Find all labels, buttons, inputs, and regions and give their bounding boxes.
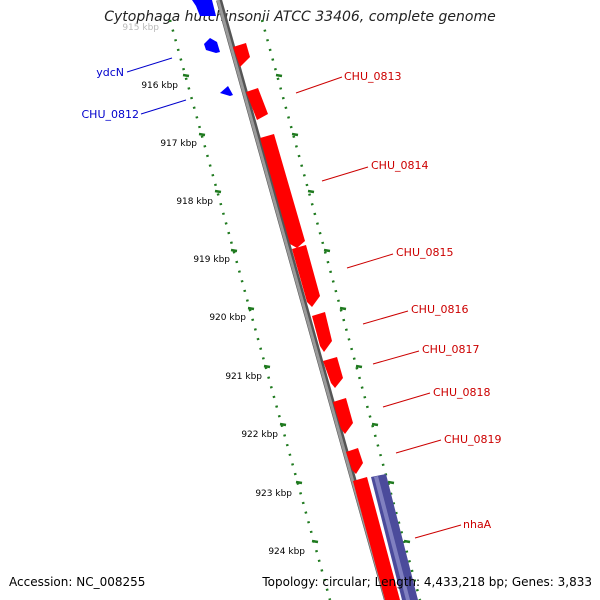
tick-mark bbox=[371, 422, 379, 427]
gene-forward bbox=[323, 357, 343, 388]
gene-forward bbox=[246, 88, 268, 120]
outer-major-ticks bbox=[275, 73, 411, 544]
tick-mark bbox=[263, 364, 271, 369]
inner-major-ticks bbox=[182, 73, 319, 544]
tick-label: 919 kbp bbox=[193, 255, 230, 265]
tick-mark bbox=[355, 364, 363, 369]
gene-label-forward: CHU_0813 bbox=[344, 70, 402, 83]
leader-line bbox=[395, 439, 442, 454]
tick-label: 915 kbp bbox=[122, 23, 159, 33]
gene-label-forward: CHU_0819 bbox=[444, 433, 502, 446]
gene-label-forward: CHU_0815 bbox=[396, 246, 454, 259]
gene-label-reverse: CHU_0812 bbox=[82, 108, 140, 121]
gene-reverse-top bbox=[192, 0, 216, 16]
gene-label-forward: CHU_0814 bbox=[371, 159, 429, 172]
tick-label: 918 kbp bbox=[176, 197, 213, 207]
leader-line bbox=[414, 524, 462, 539]
gene-label-forward: CHU_0818 bbox=[433, 386, 491, 399]
leader-line bbox=[321, 166, 369, 182]
leader-line bbox=[362, 310, 409, 325]
tick-mark bbox=[214, 189, 222, 194]
tick-mark bbox=[387, 480, 395, 485]
backbone bbox=[216, 0, 388, 600]
gene-forward bbox=[353, 477, 400, 600]
leader-line bbox=[382, 392, 431, 408]
tick-mark bbox=[339, 306, 347, 311]
accession-caption: Accession: NC_008255 bbox=[9, 575, 146, 589]
tick-label: 920 kbp bbox=[209, 313, 246, 323]
tick-mark bbox=[323, 248, 331, 253]
tick-label: 917 kbp bbox=[160, 139, 197, 149]
tick-mark bbox=[230, 248, 238, 253]
tick-label: 924 kbp bbox=[268, 547, 305, 557]
gene-forward bbox=[233, 43, 250, 67]
leader-line bbox=[140, 99, 187, 115]
tick-mark bbox=[307, 189, 315, 194]
inner-scale-dots bbox=[168, 19, 332, 600]
gene-label-forward: nhaA bbox=[463, 518, 492, 531]
genome-summary-caption: Topology: circular; Length: 4,433,218 bp… bbox=[262, 575, 592, 589]
tick-label: 923 kbp bbox=[255, 489, 292, 499]
leader-line bbox=[126, 57, 173, 73]
gene-label-forward: CHU_0817 bbox=[422, 343, 480, 356]
gene-reverse-small bbox=[204, 38, 220, 53]
leader-line bbox=[372, 350, 420, 365]
tick-label: 916 kbp bbox=[141, 81, 178, 91]
gene-reverse-tiny bbox=[220, 86, 233, 96]
gene-forward bbox=[260, 134, 305, 248]
gene-forward bbox=[312, 312, 332, 352]
leader-line bbox=[295, 76, 343, 94]
gene-forward bbox=[333, 398, 353, 434]
gene-forward bbox=[292, 245, 320, 307]
tick-mark bbox=[311, 539, 319, 544]
leader-line bbox=[346, 253, 394, 269]
gene-label-forward: CHU_0816 bbox=[411, 303, 469, 316]
tick-mark bbox=[198, 132, 206, 137]
tick-mark bbox=[403, 539, 411, 544]
tick-mark bbox=[275, 73, 283, 78]
forward-leader-lines bbox=[295, 76, 462, 539]
tick-mark bbox=[279, 422, 287, 427]
tick-mark bbox=[247, 306, 255, 311]
feature-nhaA-highlight bbox=[374, 476, 410, 600]
gene-forward bbox=[346, 448, 363, 474]
tick-label: 921 kbp bbox=[225, 372, 262, 382]
gene-label-reverse: ydcN bbox=[96, 66, 124, 79]
tick-label: 922 kbp bbox=[241, 430, 278, 440]
outer-scale-dots bbox=[260, 19, 422, 600]
tick-mark bbox=[291, 132, 299, 137]
tick-mark bbox=[182, 73, 190, 78]
tick-mark bbox=[295, 480, 303, 485]
reverse-leader-lines bbox=[126, 57, 187, 115]
